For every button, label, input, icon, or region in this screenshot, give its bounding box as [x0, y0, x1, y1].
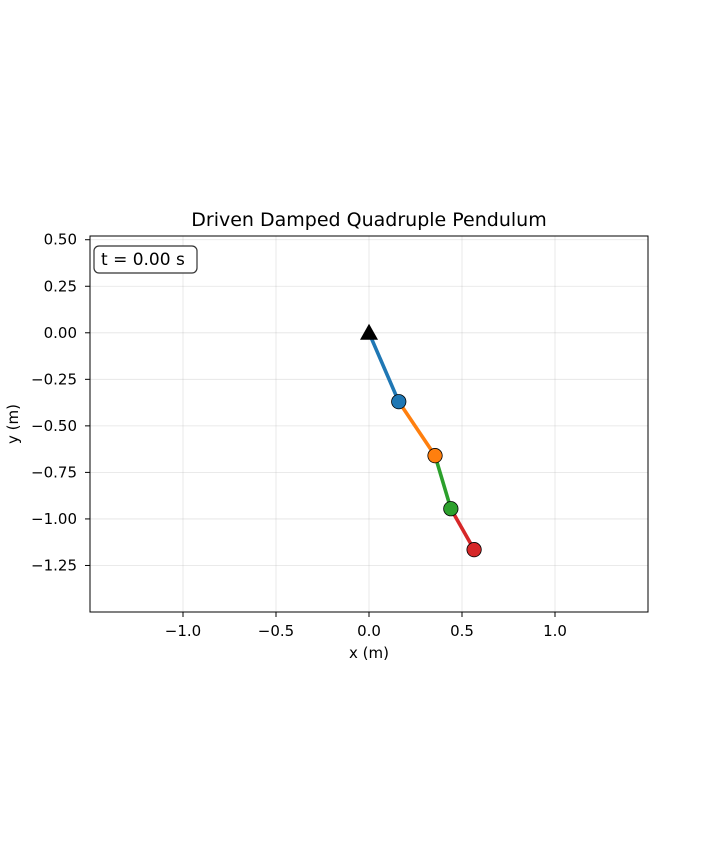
pendulum-rod [396, 399, 437, 458]
x-tick-label: −0.5 [258, 622, 294, 640]
x-tick-label: 0.5 [450, 622, 474, 640]
y-tick-label: −0.75 [31, 463, 77, 481]
pivot-triangle [360, 323, 378, 340]
x-tick-label: 0.0 [357, 622, 381, 640]
x-tick-label: 1.0 [543, 622, 567, 640]
y-tick-label: −1.25 [31, 556, 77, 574]
axis-ticks: −1.0 −0.5 0.0 0.5 1.0 0.50 0.25 0.00 −0.25 −0.50 −… [31, 231, 567, 640]
pendulum-rod [433, 453, 453, 511]
pendulum-bob [391, 394, 407, 410]
grid [90, 236, 648, 612]
pendulum-bob [466, 542, 482, 558]
pendulum-bobs [391, 394, 482, 558]
y-tick-label: 0.50 [44, 231, 77, 249]
y-tick-label: −1.00 [31, 510, 77, 528]
time-annotation: t = 0.00 s [93, 245, 198, 274]
pendulum-bob [443, 501, 459, 517]
y-axis-label: y (m) [4, 404, 22, 444]
y-tick-label: −0.25 [31, 370, 77, 388]
pendulum-bob [427, 448, 443, 464]
pendulum-pivot [360, 323, 378, 340]
y-tick-label: −0.50 [31, 417, 77, 435]
y-tick-label: 0.00 [44, 324, 77, 342]
time-annotation-box [93, 245, 198, 274]
x-tick-label: −1.0 [165, 622, 201, 640]
chart-title: Driven Damped Quadruple Pendulum [191, 209, 546, 231]
pendulum-rod [449, 506, 476, 552]
x-axis-label: x (m) [349, 644, 389, 662]
time-annotation-text: t = 0.00 s [101, 250, 185, 270]
pendulum-rod [367, 330, 401, 404]
pendulum-rods [367, 330, 476, 552]
y-tick-label: 0.25 [44, 277, 77, 295]
